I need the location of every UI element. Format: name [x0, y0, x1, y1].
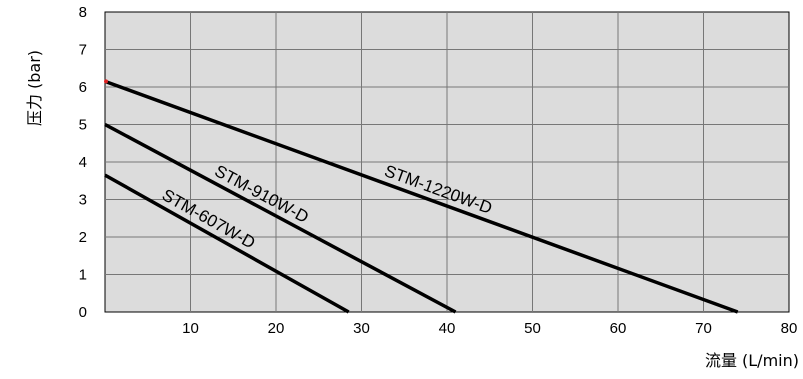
x-tick-label: 30 [353, 320, 370, 337]
y-axis-label: 压力 (bar) [25, 50, 44, 126]
tick-labels: 10 20 30 40 50 60 70 80 0 1 2 3 4 5 6 7 8 [79, 4, 798, 337]
x-tick-label: 10 [182, 320, 199, 337]
start-point-marker [104, 79, 108, 84]
grid [105, 12, 789, 312]
y-tick-label: 4 [79, 154, 87, 171]
x-tick-label: 80 [781, 320, 798, 337]
x-tick-label: 40 [439, 320, 456, 337]
y-tick-label: 7 [79, 42, 87, 59]
series-lines [104, 79, 739, 314]
y-tick-label: 1 [79, 267, 87, 284]
x-axis-label: 流量 (L/min) [705, 351, 799, 370]
x-tick-label: 70 [695, 320, 712, 337]
y-tick-label: 5 [79, 117, 87, 134]
series-line [104, 173, 350, 314]
x-tick-label: 50 [524, 320, 541, 337]
y-tick-label: 2 [79, 229, 87, 246]
y-tick-label: 6 [79, 79, 87, 96]
x-tick-label: 20 [268, 320, 285, 337]
series-line [104, 79, 739, 314]
x-tick-label: 60 [610, 320, 627, 337]
y-tick-label: 8 [79, 4, 87, 21]
y-tick-label: 0 [79, 304, 87, 321]
y-tick-label: 3 [79, 192, 87, 209]
series-line [104, 122, 457, 314]
